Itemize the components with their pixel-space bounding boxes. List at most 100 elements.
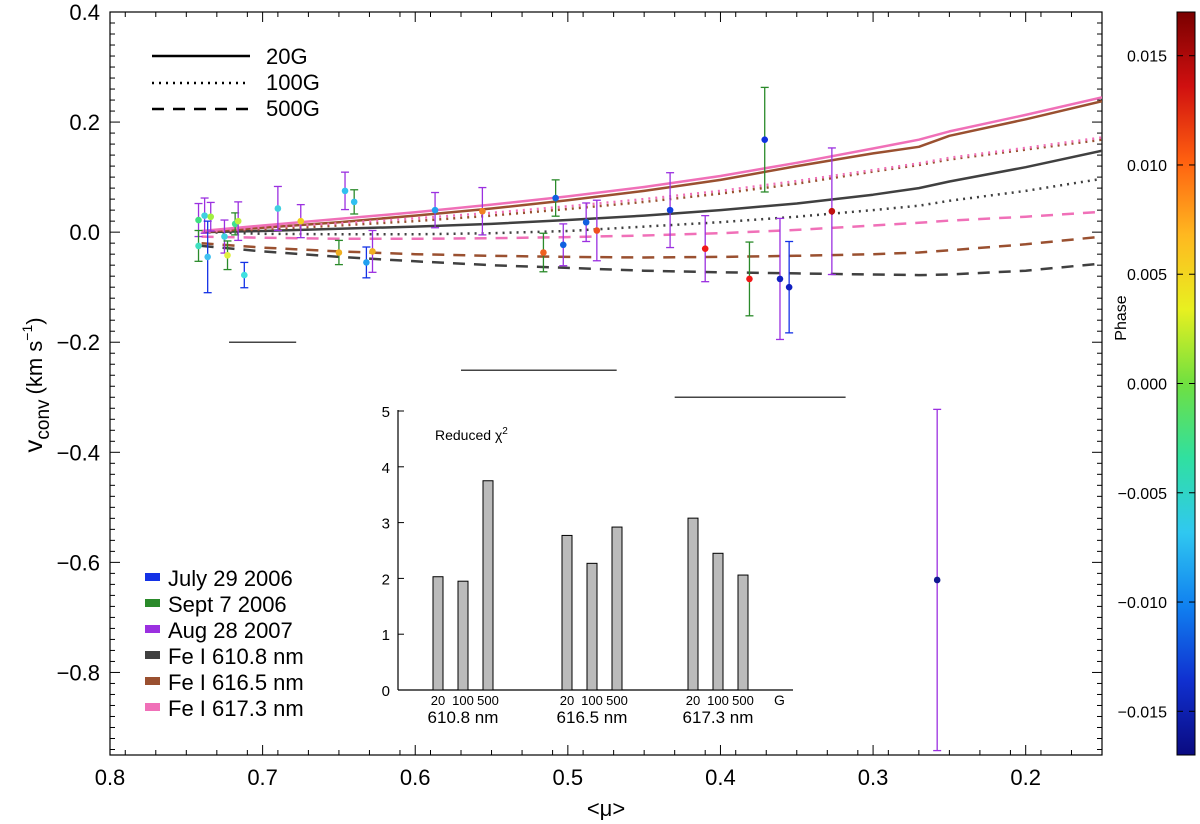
colorbar-tick-label: 0.015 <box>1127 49 1167 66</box>
data-point <box>195 242 202 250</box>
inset-bar <box>712 552 724 691</box>
inset-bar <box>432 576 444 691</box>
inset-bar <box>457 580 469 691</box>
colorbar-tick-label: 0.010 <box>1127 158 1167 175</box>
data-point <box>701 245 709 252</box>
legend-swatch-july-2006 <box>145 573 160 581</box>
y-tick-label: −0.2 <box>57 330 100 355</box>
legend-label-aug-2007: Aug 28 2007 <box>168 618 293 643</box>
linestyle-legend: 20G 100G 500G <box>152 44 320 121</box>
data-point <box>341 187 349 195</box>
y-tick-label: −0.8 <box>57 660 100 685</box>
inset-bar-category: 20 <box>431 693 445 708</box>
inset-y-tick-label: 1 <box>382 627 390 644</box>
main-axis-ticks: 0.8 0.7 0.6 0.5 0.4 0.3 0.2 0.4 0.2 0.0 −0.2 −0.4 −0… <box>57 0 1102 790</box>
inset-bar <box>586 562 598 691</box>
inset-bar <box>482 480 494 691</box>
data-point <box>207 213 215 221</box>
data-point <box>540 249 547 256</box>
data-point <box>369 248 376 255</box>
inset-bar <box>687 517 699 691</box>
data-point <box>593 227 601 234</box>
y-tick-label: 0.0 <box>69 220 100 245</box>
model-curve <box>201 99 1102 234</box>
colorbar-tick-label: −0.005 <box>1118 486 1167 503</box>
y-tick-label: −0.4 <box>57 440 100 465</box>
legend-label-20g: 20G <box>266 44 308 69</box>
data-point <box>363 259 370 266</box>
colorbar-label: Phase <box>1113 295 1130 340</box>
model-curve <box>201 244 1102 277</box>
legend-swatch-fe-6165 <box>145 677 160 685</box>
y-tick-label: 0.4 <box>69 0 100 25</box>
inset-title: Reduced χ2 <box>435 426 508 443</box>
x-tick-label: 0.8 <box>95 765 126 790</box>
data-point <box>234 217 242 225</box>
data-point <box>933 576 941 584</box>
data-point <box>746 275 753 283</box>
inset-group-label: 617.3 nm <box>683 708 754 727</box>
inset-y-tick-label: 2 <box>382 571 390 588</box>
x-tick-label: 0.5 <box>553 765 584 790</box>
inset-unit-label: G <box>774 692 785 708</box>
inset-bar-category: 500 <box>477 693 499 708</box>
inset-y-tick-label: 5 <box>382 404 390 421</box>
inset-bar <box>737 574 749 691</box>
x-axis-label: <μ> <box>587 796 625 821</box>
legend-swatch-sept-2006 <box>145 599 160 607</box>
data-point <box>666 206 674 214</box>
inset-bar-category: 100 <box>581 693 603 708</box>
color-legend: July 29 2006 Sept 7 2006 Aug 28 2007 Fe … <box>145 566 304 721</box>
model-curves <box>201 96 1102 277</box>
data-point <box>297 217 305 225</box>
legend-swatch-fe-6173 <box>145 703 160 711</box>
inset-bar-category: 20 <box>560 693 574 708</box>
legend-swatch-aug-2007 <box>145 625 160 633</box>
x-tick-label: 0.3 <box>858 765 889 790</box>
legend-label-fe-6165: Fe I 616.5 nm <box>168 670 304 695</box>
model-curve <box>201 149 1102 234</box>
colorbar-tick-label: 0.005 <box>1127 267 1167 284</box>
data-point <box>552 194 559 202</box>
data-point <box>274 205 282 212</box>
colorbar-tick-label: 0.000 <box>1127 377 1167 394</box>
inset-title-exp: 2 <box>502 426 508 437</box>
data-point <box>431 206 439 214</box>
colorbar: 0.015 0.010 0.005 0.000 −0.005 −0.010 −0.015 P… <box>1113 11 1196 756</box>
inset-bar-category: 20 <box>686 693 700 708</box>
inset-bar-category: 500 <box>732 693 754 708</box>
data-point <box>582 218 590 226</box>
x-tick-label: 0.7 <box>247 765 278 790</box>
inset-bar-category: 100 <box>452 693 474 708</box>
y-axis-label-units-close: ) <box>22 317 47 324</box>
svg-text:vconv(km s−1): vconv (km s−1) <box>18 317 54 452</box>
y-axis-label-units-exp: −1 <box>19 325 35 341</box>
y-tick-label: −0.6 <box>57 550 100 575</box>
inset-title-symbol: χ <box>495 427 503 443</box>
colorbar-tick-label: −0.010 <box>1118 595 1167 612</box>
colorbar-ticks: 0.015 0.010 0.005 0.000 −0.005 −0.010 −0.015 <box>1118 49 1195 721</box>
data-point <box>241 271 248 279</box>
data-point <box>224 251 231 259</box>
inset-y-tick-label: 3 <box>382 516 390 533</box>
legend-label-fe-6108: Fe I 610.8 nm <box>168 644 304 669</box>
data-point <box>761 136 769 143</box>
y-axis-label-units: (km s <box>22 341 47 395</box>
inset-bar-category: 100 <box>707 693 729 708</box>
model-curve <box>201 96 1102 233</box>
observations <box>194 86 942 752</box>
data-point <box>195 216 202 224</box>
x-tick-label: 0.6 <box>400 765 431 790</box>
x-tick-label: 0.4 <box>705 765 736 790</box>
data-point <box>335 249 343 256</box>
inset-bar-category: 500 <box>606 693 628 708</box>
y-axis-label: vconv (km s−1) <box>18 317 54 452</box>
legend-label-fe-6173: Fe I 617.3 nm <box>168 696 304 721</box>
y-axis-label-sub: conv <box>33 399 54 440</box>
colorbar-tick-label: −0.015 <box>1118 704 1167 721</box>
legend-label-july-2006: July 29 2006 <box>168 566 293 591</box>
inset-y-tick-label: 0 <box>382 683 390 700</box>
data-point <box>559 241 567 249</box>
